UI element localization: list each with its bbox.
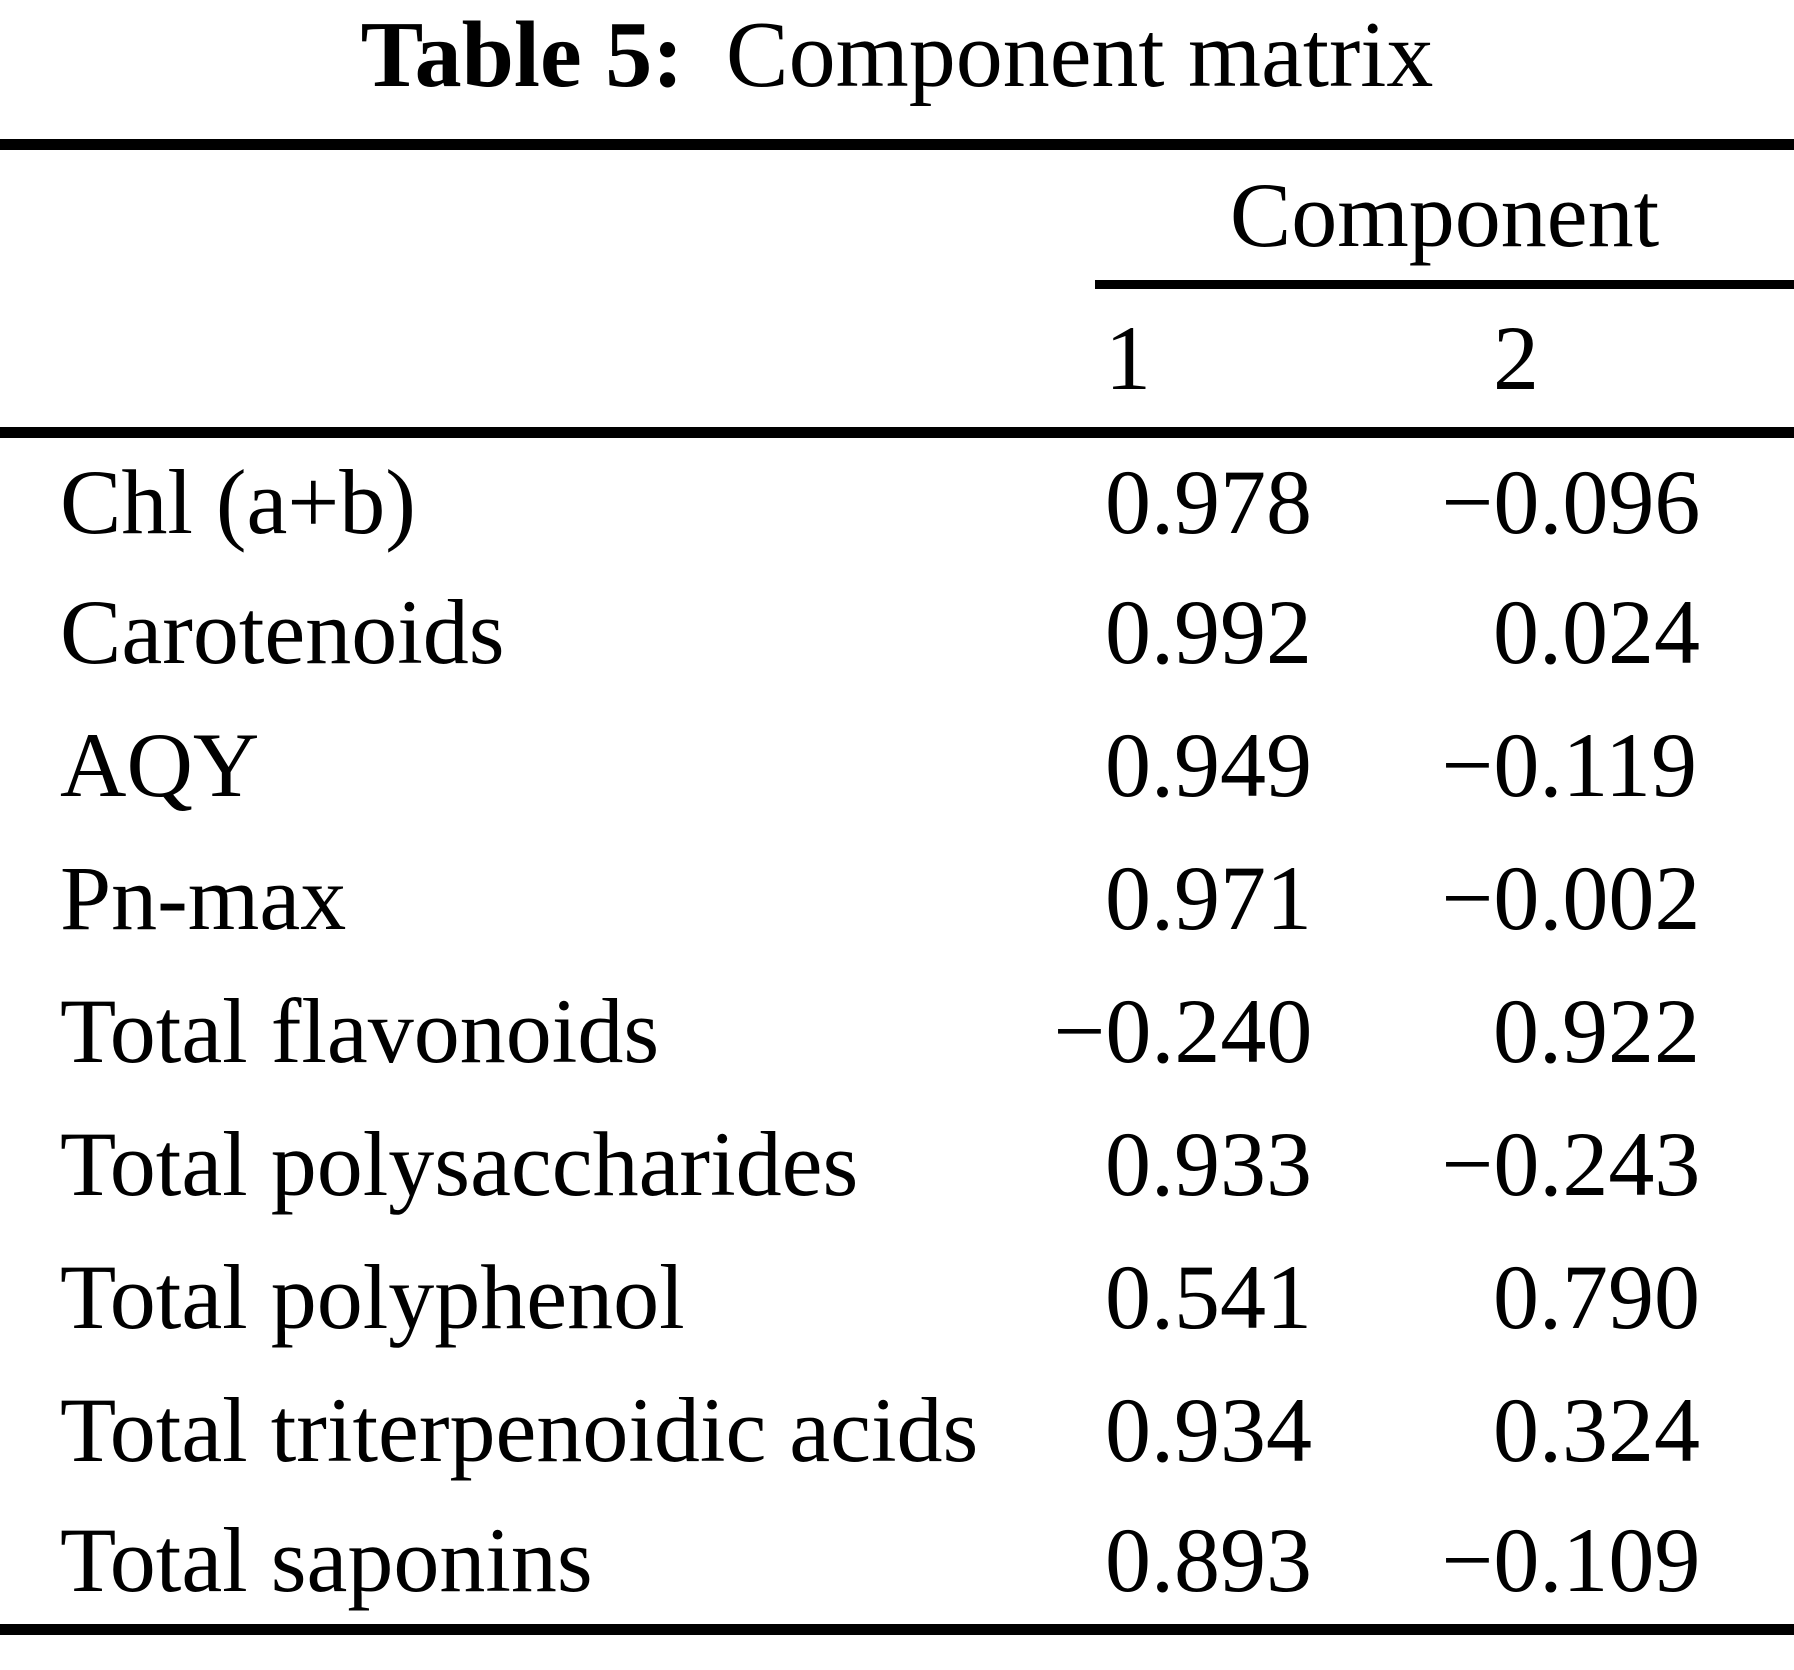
group-header-row: Component xyxy=(0,144,1794,289)
table-row: Chl (a+b) 0.978 −0.096 xyxy=(0,433,1794,566)
component-2-value: −0.243 xyxy=(1441,1113,1701,1215)
component-1-value: 0.978 xyxy=(1105,450,1312,553)
component-2-value: 0.922 xyxy=(1493,980,1700,1082)
column-header-1: 1 xyxy=(1105,307,1151,409)
component-1-value: 0.541 xyxy=(1105,1246,1312,1348)
row-label: Total flavonoids xyxy=(60,980,660,1082)
row-label: Pn-max xyxy=(60,847,347,949)
empty-header-cell xyxy=(0,145,1095,285)
empty-header-cell xyxy=(0,285,1095,433)
component-1-value: 0.934 xyxy=(1105,1379,1312,1481)
table-caption: Table 5: Component matrix xyxy=(0,0,1794,139)
component-2-value: −0.002 xyxy=(1441,847,1701,949)
row-label: AQY xyxy=(60,714,260,816)
component-1-value: 0.933 xyxy=(1105,1113,1312,1215)
table-row: Total saponins 0.893 −0.109 xyxy=(0,1497,1794,1630)
caption-label: Table 5: xyxy=(360,3,684,107)
column-header-2: 2 xyxy=(1493,307,1539,409)
row-label: Carotenoids xyxy=(60,581,505,683)
row-label: Total polysaccharides xyxy=(60,1113,859,1215)
component-1-value: 0.893 xyxy=(1105,1509,1312,1612)
row-label: Total triterpenoidic acids xyxy=(60,1379,979,1481)
row-label: Total saponins xyxy=(60,1509,593,1612)
row-label: Total polyphenol xyxy=(60,1246,685,1348)
component-2-value: −0.109 xyxy=(1441,1509,1701,1612)
table-row: Total polyphenol 0.541 0.790 xyxy=(0,1231,1794,1364)
component-1-value: 0.949 xyxy=(1105,714,1312,816)
component-2-value: 0.790 xyxy=(1493,1246,1700,1348)
table-row: AQY 0.949 −0.119 xyxy=(0,699,1794,832)
component-2-value: 0.024 xyxy=(1493,581,1700,683)
table-row: Total flavonoids −0.240 0.922 xyxy=(0,965,1794,1098)
component-matrix-table: Component 1 2 Chl (a+b) 0.978 −0.096 Car… xyxy=(0,139,1794,1635)
table-row: Total polysaccharides 0.933 −0.243 xyxy=(0,1098,1794,1231)
component-group-header: Component xyxy=(1095,144,1794,289)
table-row: Carotenoids 0.992 0.024 xyxy=(0,566,1794,699)
component-2-value: −0.119 xyxy=(1441,714,1697,816)
table-row: Pn-max 0.971 −0.002 xyxy=(0,832,1794,965)
component-2-value: 0.324 xyxy=(1493,1379,1700,1481)
table-row: Total triterpenoidic acids 0.934 0.324 xyxy=(0,1364,1794,1497)
column-header-row: 1 2 xyxy=(0,285,1794,433)
component-2-value: −0.096 xyxy=(1441,450,1701,553)
component-1-value: 0.992 xyxy=(1105,581,1312,683)
component-1-value: 0.971 xyxy=(1105,847,1312,949)
row-label: Chl (a+b) xyxy=(60,450,416,553)
component-1-value: −0.240 xyxy=(1053,980,1313,1082)
caption-title: Component matrix xyxy=(725,3,1434,107)
